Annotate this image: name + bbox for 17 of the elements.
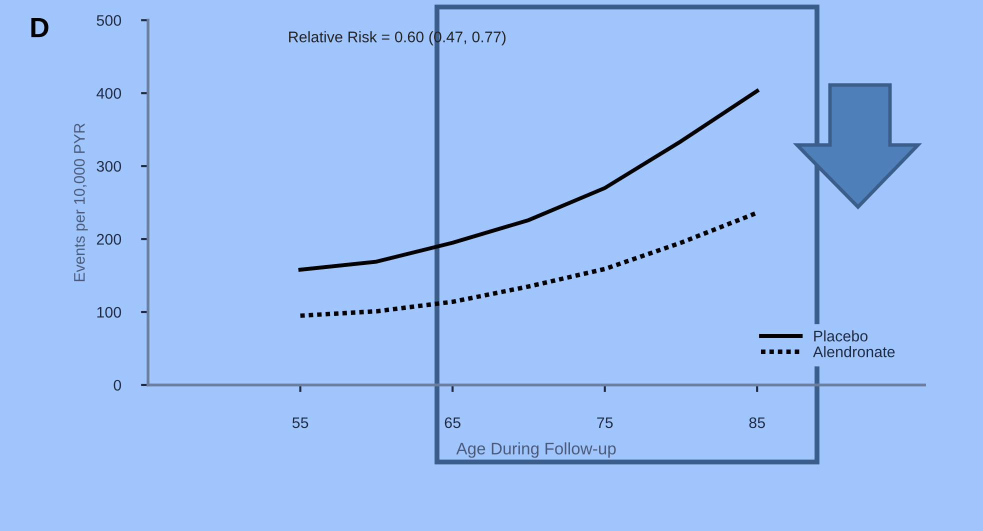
y-axis-title: Events per 10,000 PYR	[74, 123, 88, 282]
chart-title: D	[31, 18, 48, 38]
annotation: Relative Risk = 0.60 (0.47, 0.77)	[289, 31, 506, 46]
y-tick-label: 200	[96, 234, 122, 245]
y-tick-label: 300	[96, 160, 122, 172]
x-tick-label: 65	[444, 417, 460, 428]
y-tick-label: 100	[97, 306, 122, 318]
x-axis-title: Age During Follow-up	[456, 442, 616, 458]
x-tick-label: 85	[749, 417, 765, 428]
y-tick-label: 400	[96, 88, 122, 99]
legend-label: Alendronate	[812, 346, 895, 358]
y-tick-label: 500	[96, 15, 122, 26]
line-series	[298, 89, 760, 272]
x-tick-label: 55	[292, 417, 308, 428]
legend-label: Placebo	[814, 330, 868, 342]
x-tick-label: 75	[597, 417, 613, 428]
y-tick-label: 0	[114, 380, 122, 391]
